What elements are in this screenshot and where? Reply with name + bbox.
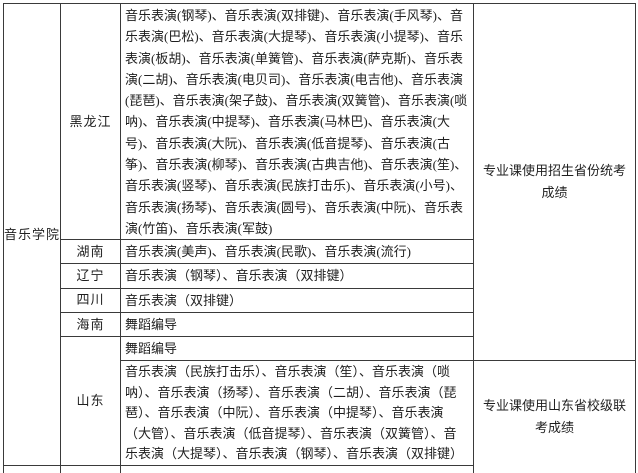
note-cell-unified-exam: 专业课使用招生省份统考成绩 [473, 2, 636, 362]
note-cell-shandong-exam: 专业课使用山东省校级联考成绩 [473, 360, 636, 473]
table-row: 山东 舞蹈编导 [4, 336, 636, 467]
table-row: 四川 音乐表演（双排键） [4, 287, 636, 313]
province-cell-liaoning: 辽宁 [60, 263, 121, 289]
table-row: 海南 舞蹈编导 [4, 311, 636, 338]
majors-text: 音乐表演（钢琴）、音乐表演（双排键） [125, 268, 353, 284]
majors-text: 舞蹈编导 [125, 341, 178, 357]
majors-cell-hainan: 舞蹈编导 [120, 311, 474, 338]
majors-cell-shandong-music: 音乐表演（民族打击乐）、音乐表演（笙）、音乐表演（唢呐）、音乐表演（扬琴）、音乐… [120, 360, 474, 467]
majors-cell-heilongjiang: 音乐表演(钢琴)、音乐表演(双排键)、音乐表演(手风琴)、音乐表演(巴松)、音乐… [120, 3, 474, 240]
province-cell-heilongjiang: 黑龙江 [60, 3, 121, 240]
majors-cell-hunan: 音乐表演(美声)、音乐表演(民歌)、音乐表演(流行) [120, 238, 474, 265]
cutoff-cell-college [3, 465, 61, 473]
admissions-table: 音乐学院 黑龙江 音乐表演(钢琴)、音乐表演(双排键)、音乐表演(手风琴)、音乐… [3, 2, 636, 473]
college-cell: 音乐学院 [3, 2, 61, 467]
majors-text: 音乐表演(钢琴)、音乐表演(双排键)、音乐表演(手风琴)、音乐表演(巴松)、音乐… [125, 8, 468, 236]
table-row: 辽宁 音乐表演（钢琴）、音乐表演（双排键） [4, 263, 636, 289]
cutoff-cell-province [60, 465, 121, 473]
table-row: 音乐表演（民族打击乐）、音乐表演（笙）、音乐表演（唢呐）、音乐表演（扬琴）、音乐… [4, 360, 636, 473]
majors-cell-liaoning: 音乐表演（钢琴）、音乐表演（双排键） [120, 263, 474, 289]
majors-text: 舞蹈编导 [125, 316, 178, 332]
cutoff-cell-majors [120, 465, 474, 473]
admissions-table-sheet: 音乐学院 黑龙江 音乐表演(钢琴)、音乐表演(双排键)、音乐表演(手风琴)、音乐… [3, 2, 636, 473]
table-row: 湖南 音乐表演(美声)、音乐表演(民歌)、音乐表演(流行) [4, 238, 636, 265]
majors-text: 音乐表演（民族打击乐）、音乐表演（笙）、音乐表演（唢呐）、音乐表演（扬琴）、音乐… [125, 364, 464, 462]
majors-text: 音乐表演（双排键） [125, 292, 243, 308]
table-row: 音乐学院 黑龙江 音乐表演(钢琴)、音乐表演(双排键)、音乐表演(手风琴)、音乐… [3, 2, 636, 467]
province-cell-sichuan: 四川 [60, 287, 121, 313]
majors-text: 音乐表演(美声)、音乐表演(民歌)、音乐表演(流行) [125, 244, 411, 259]
majors-cell-shandong-dance: 舞蹈编导 [120, 336, 474, 362]
province-cell-hainan: 海南 [60, 311, 121, 338]
province-cell-shandong: 山东 [60, 336, 121, 467]
province-cell-hunan: 湖南 [60, 238, 121, 265]
majors-cell-sichuan: 音乐表演（双排键） [120, 287, 474, 313]
